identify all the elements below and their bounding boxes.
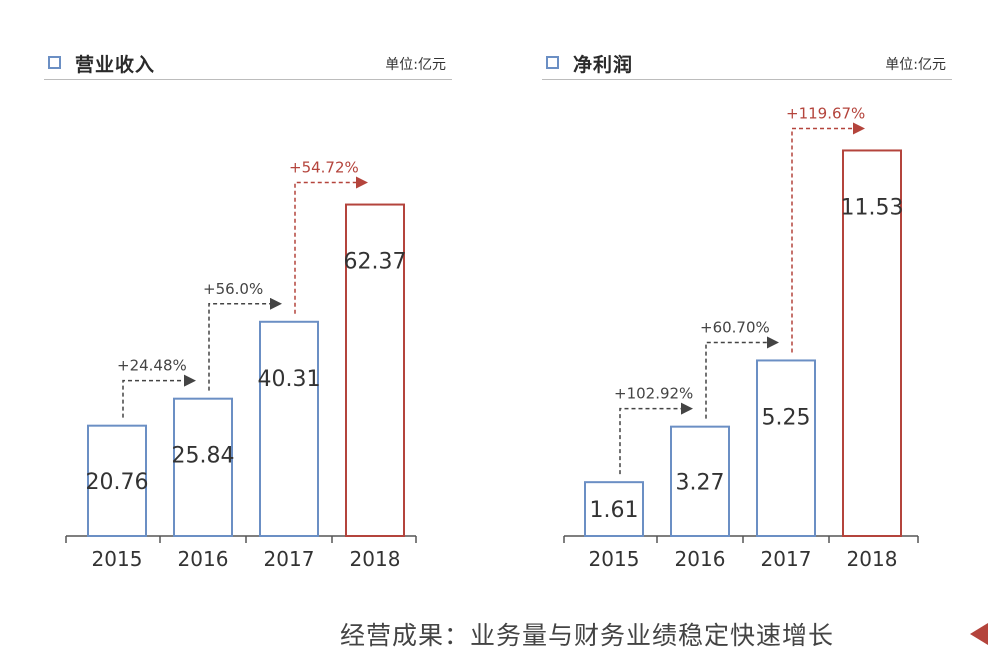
revenue-panel: 营业收入 单位:亿元 20.76 2015 25.84 2016 40.31 2017 62… <box>0 0 490 600</box>
bar-2017 <box>756 359 816 537</box>
bar-2017 <box>259 320 319 537</box>
bar-value-label: 40.31 <box>258 367 321 392</box>
bar-value-label: 62.37 <box>344 250 407 275</box>
square-icon <box>48 56 61 69</box>
bar-2018 <box>345 203 405 537</box>
growth-label: +119.67% <box>786 104 865 122</box>
profit-panel: 净利润 单位:亿元 1.61 2015 3.27 2016 5.25 2017 11.53 2… <box>500 0 1000 600</box>
revenue-chart: 20.76 2015 25.84 2016 40.31 2017 62.37 2018 +24.… <box>65 159 417 571</box>
growth-arrow <box>705 336 779 419</box>
profit-chart: 1.61 2015 3.27 2016 5.25 2017 11.53 2018 +102.92… <box>563 104 919 571</box>
growth-label: +60.70% <box>700 318 770 336</box>
profit-header: 净利润 单位:亿元 <box>542 48 952 82</box>
growth-label: +54.72% <box>289 159 359 177</box>
bar-value-label: 25.84 <box>172 444 235 469</box>
header-divider <box>44 79 452 80</box>
bar-value-label: 11.53 <box>841 195 904 220</box>
profit-unit: 单位:亿元 <box>885 57 946 73</box>
footer: 经营成果：业务量与财务业绩稳定快速增长 <box>340 614 990 654</box>
x-tick-label: 2018 <box>350 547 401 571</box>
x-tick-label: 2015 <box>589 547 640 571</box>
bar-value-label: 5.25 <box>762 405 811 430</box>
revenue-title: 营业收入 <box>75 54 156 76</box>
x-tick-label: 2018 <box>847 547 898 571</box>
revenue-header: 营业收入 单位:亿元 <box>44 48 452 82</box>
bar-value-label: 1.61 <box>590 498 639 523</box>
growth-arrow <box>294 176 368 314</box>
footer-caption: 经营成果：业务量与财务业绩稳定快速增长 <box>340 621 835 650</box>
square-icon <box>546 56 559 69</box>
bar-value-label: 3.27 <box>676 470 725 495</box>
bar-2016 <box>670 425 730 537</box>
left-triangle-icon <box>970 623 988 645</box>
bar-2015 <box>584 481 644 537</box>
x-tick-label: 2016 <box>178 547 229 571</box>
bar-2016 <box>173 397 233 537</box>
bar-2018 <box>842 149 902 537</box>
growth-arrow <box>208 297 282 391</box>
profit-title: 净利润 <box>573 54 634 76</box>
growth-label: +102.92% <box>614 385 693 403</box>
header-divider <box>542 79 952 80</box>
growth-label: +24.48% <box>117 357 187 375</box>
growth-label: +56.0% <box>203 280 263 298</box>
growth-arrow <box>619 402 693 475</box>
x-tick-label: 2016 <box>675 547 726 571</box>
bar-2015 <box>87 424 147 537</box>
revenue-unit: 单位:亿元 <box>385 57 446 73</box>
bar-value-label: 20.76 <box>86 470 149 495</box>
x-tick-label: 2017 <box>761 547 812 571</box>
growth-arrow <box>122 374 196 418</box>
x-tick-label: 2015 <box>92 547 143 571</box>
x-tick-label: 2017 <box>264 547 315 571</box>
